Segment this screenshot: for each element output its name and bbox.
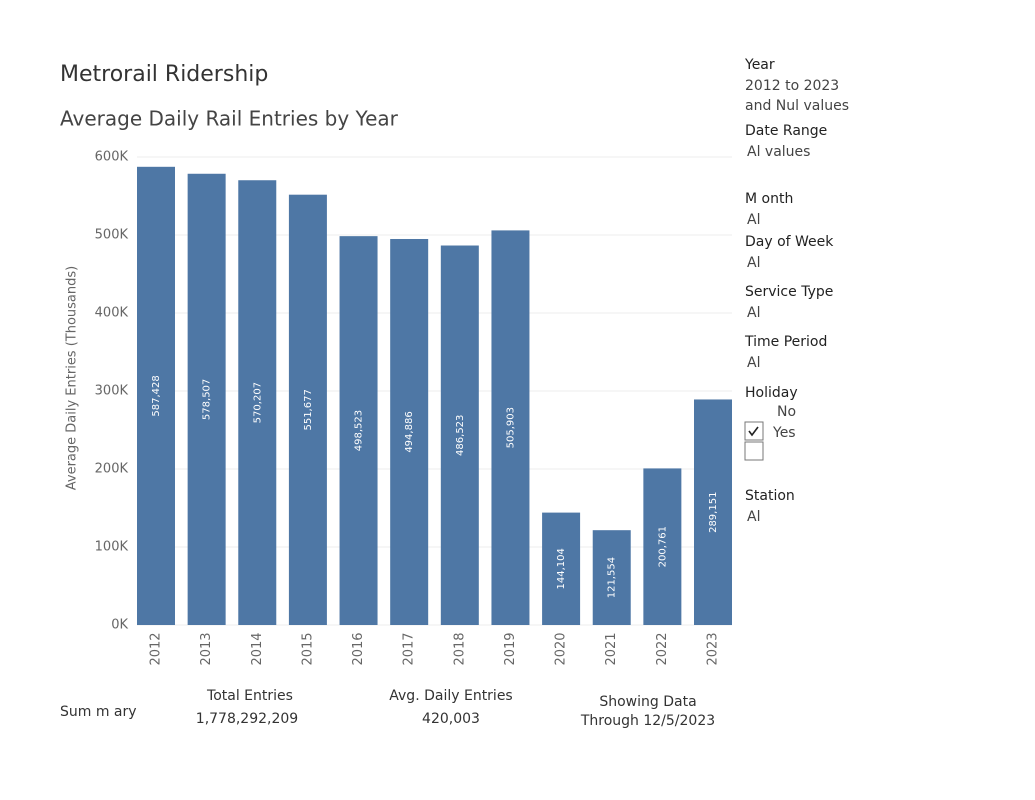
filter-label: M onth xyxy=(745,191,793,207)
filter-label: Date Range xyxy=(745,123,827,139)
x-tick-label: 2018 xyxy=(452,632,467,665)
filter-value[interactable]: Al xyxy=(747,355,760,371)
x-tick-label: 2022 xyxy=(655,632,670,665)
x-tick-label: 2013 xyxy=(199,632,214,665)
y-tick-label: 600K xyxy=(95,150,129,165)
x-tick-label: 2023 xyxy=(706,632,721,665)
bar xyxy=(643,468,682,625)
filter-value[interactable]: Al values xyxy=(747,144,810,160)
y-tick-label: 300K xyxy=(95,384,129,399)
x-tick-label: 2020 xyxy=(554,632,569,665)
summary-title: Sum m ary xyxy=(60,704,137,720)
x-tick-label: 2016 xyxy=(351,632,366,665)
filter-label: Service Type xyxy=(745,284,833,300)
summary-value: 420,003 xyxy=(422,711,480,727)
summary-label: Total Entries xyxy=(206,688,293,704)
bar xyxy=(592,530,631,625)
bar xyxy=(288,194,327,625)
value-label: 494,886 xyxy=(404,411,415,452)
bar xyxy=(339,236,378,626)
bar xyxy=(491,230,530,625)
value-label: 486,523 xyxy=(455,415,466,456)
filter-value[interactable]: Al xyxy=(747,509,760,525)
value-label: 505,903 xyxy=(505,407,516,448)
plot: 0K 100K 200K 300K 400K 500K 600K 587,428 2012 578… xyxy=(95,150,732,666)
value-label: 498,523 xyxy=(354,410,365,451)
y-axis-title: Average Daily Entries (Thousands) xyxy=(65,266,80,490)
value-label: 570,207 xyxy=(252,382,263,423)
bar xyxy=(542,512,581,625)
checkbox[interactable] xyxy=(744,441,764,461)
option-label: No xyxy=(777,404,796,420)
filter-value[interactable]: 2012 to 2023 xyxy=(745,78,839,94)
value-label: 551,677 xyxy=(303,389,314,430)
filter-label: Day of Week xyxy=(745,234,834,250)
bar xyxy=(694,399,732,625)
y-tick-label: 200K xyxy=(95,462,129,477)
filter-label: Station xyxy=(745,488,795,504)
x-tick-label: 2017 xyxy=(402,632,417,665)
bar xyxy=(137,166,175,626)
y-tick-label: 100K xyxy=(95,540,129,555)
x-tick-label: 2012 xyxy=(149,632,164,665)
filters: Year 2012 to 2023 and Nul values Date Range… xyxy=(744,57,849,525)
bar xyxy=(390,238,429,625)
y-tick-label: 400K xyxy=(95,306,129,321)
filter-label: Year xyxy=(744,57,775,73)
option-label: Yes xyxy=(772,425,796,441)
filter-label: Holiday xyxy=(745,385,798,401)
filter-value[interactable]: Al xyxy=(747,212,760,228)
value-label: 200,761 xyxy=(657,526,668,567)
filter-value[interactable]: Al xyxy=(747,255,760,271)
x-tick-label: 2015 xyxy=(300,632,315,665)
bar xyxy=(187,173,226,626)
filter-value[interactable]: Al xyxy=(747,305,760,321)
value-label: 144,104 xyxy=(556,548,567,589)
page-title: Metrorail Ridership xyxy=(60,62,268,87)
bar xyxy=(238,180,277,626)
y-tick-label: 0K xyxy=(111,618,128,633)
value-label: 121,554 xyxy=(607,557,618,598)
bar xyxy=(440,245,479,625)
summary-value: 1,778,292,209 xyxy=(196,711,298,727)
x-tick-label: 2014 xyxy=(250,632,265,665)
chart-title: Average Daily Rail Entries by Year xyxy=(60,107,399,131)
value-label: 578,507 xyxy=(202,379,213,420)
y-tick-label: 500K xyxy=(95,228,129,243)
x-tick-label: 2021 xyxy=(604,632,619,665)
value-label: 289,151 xyxy=(708,492,719,533)
data-note: Showing Data xyxy=(599,694,696,710)
x-tick-label: 2019 xyxy=(503,632,518,665)
check-mark xyxy=(748,426,759,437)
filter-label: Time Period xyxy=(744,334,827,350)
filter-value[interactable]: and Nul values xyxy=(745,98,849,114)
summary-label: Avg. Daily Entries xyxy=(389,688,512,704)
value-label: 587,428 xyxy=(151,375,162,416)
data-note: Through 12/5/2023 xyxy=(580,713,715,729)
